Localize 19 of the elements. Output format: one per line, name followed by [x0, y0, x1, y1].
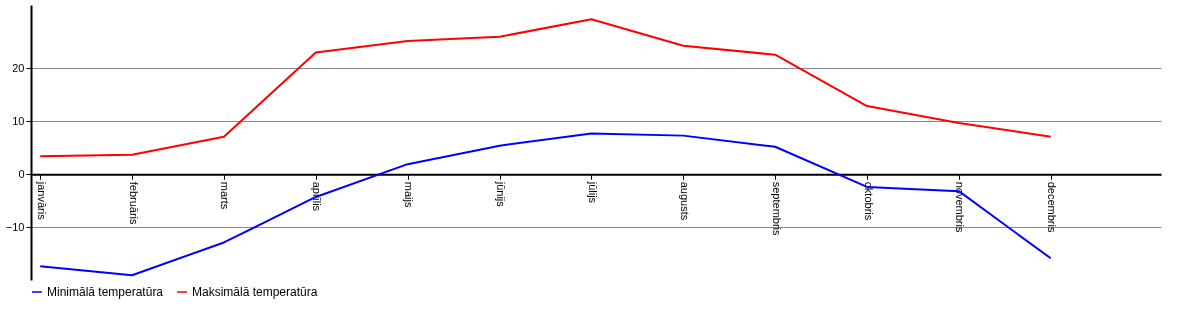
x-tick-label: jūnijs [495, 180, 508, 208]
x-tick-label: jūlijs [586, 180, 599, 204]
x-tick-label: novembris [954, 181, 967, 233]
x-tick-label: aprīlis [311, 181, 324, 212]
y-tick-label: 0 [18, 167, 25, 180]
legend-label: Maksimālā temperatūra [192, 285, 318, 299]
y-tick-label: 20 [12, 61, 25, 74]
x-tick-label: maijs [403, 181, 416, 208]
x-tick-label: oktobris [862, 181, 875, 221]
legend-label: Minimālā temperatūra [47, 285, 164, 299]
y-tick-label: −10 [5, 220, 25, 233]
x-tick-label: augusts [678, 181, 691, 221]
y-tick-label: 10 [12, 114, 25, 127]
x-tick-label: septembris [770, 181, 783, 237]
x-tick-label: februāris [127, 181, 140, 226]
x-tick-label: decembris [1046, 181, 1059, 233]
line-series [39, 18, 1052, 158]
x-tick-label: marts [219, 181, 232, 210]
x-tick-label: janvāris [35, 180, 48, 221]
